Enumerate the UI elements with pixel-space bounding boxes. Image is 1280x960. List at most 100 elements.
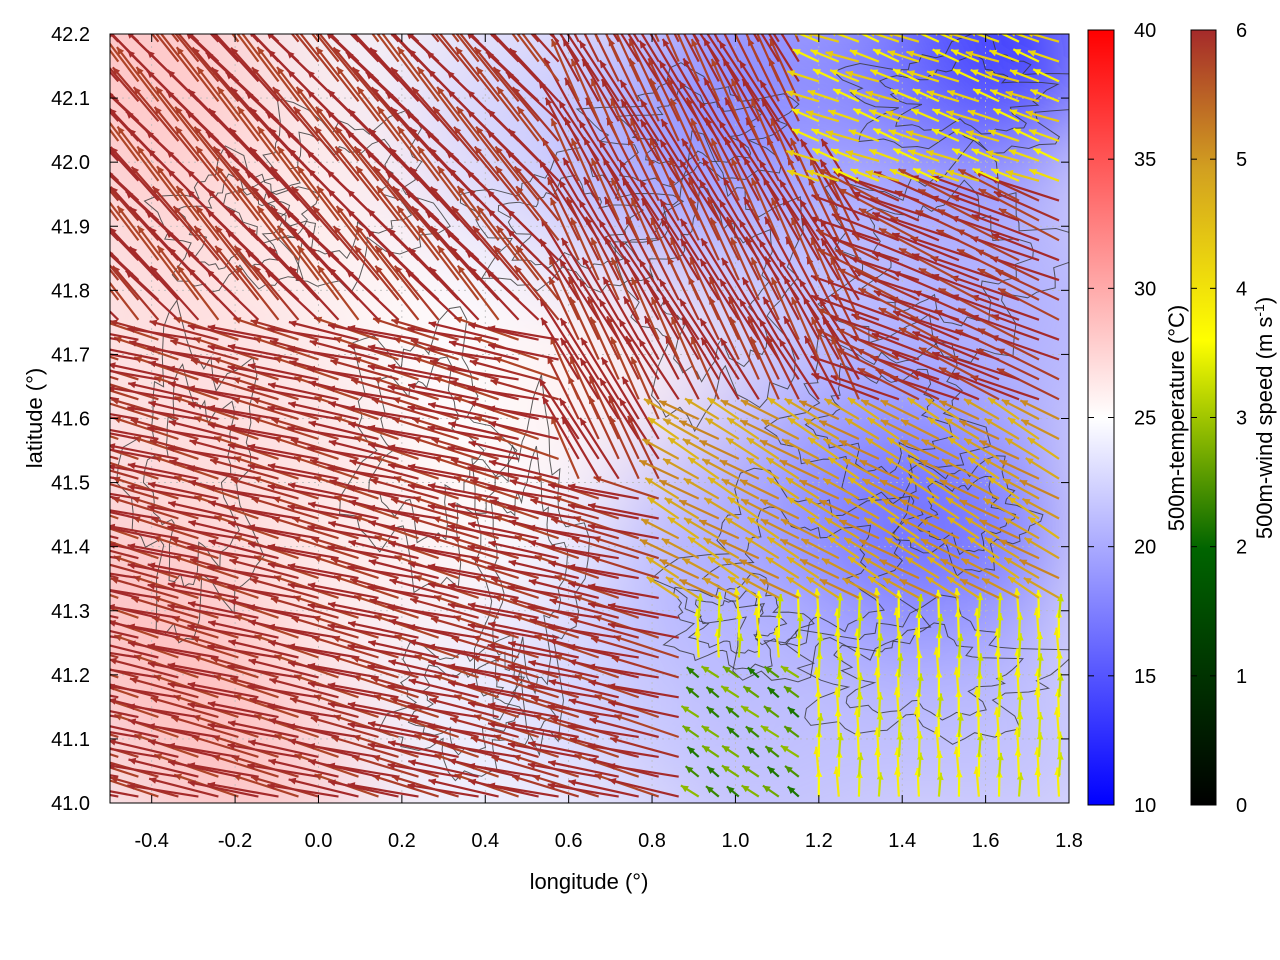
wind-arrow-head <box>873 587 881 596</box>
wind-arrow-shaft <box>409 597 479 619</box>
wind-arrow-head <box>864 518 873 525</box>
wind-arrow <box>447 663 519 679</box>
wind-arrow-shaft <box>447 664 519 679</box>
wind-arrow-shaft <box>429 698 499 719</box>
wind-arrow-head <box>569 737 578 744</box>
wind-arrow-shaft <box>570 617 639 639</box>
wind-arrow-head <box>228 720 236 727</box>
wind-arrow-head <box>940 559 949 566</box>
wind-arrow-shaft <box>567 645 639 659</box>
wind-arrow-shaft <box>167 525 239 540</box>
wind-arrow <box>127 640 199 659</box>
wind-arrow-shaft <box>110 699 159 719</box>
wind-arrow <box>548 560 619 580</box>
wind-arrow-shaft <box>387 605 459 619</box>
wind-arrow <box>110 527 139 540</box>
wind-arrow-head <box>976 733 984 741</box>
wind-arrow-shaft <box>327 602 399 619</box>
wind-arrow-head <box>588 502 596 510</box>
wind-arrow <box>680 705 700 719</box>
wind-arrow-shaft <box>148 777 219 798</box>
wind-arrow-head <box>587 583 596 591</box>
wind-arrow-head <box>447 523 456 531</box>
wind-arrow <box>110 779 159 798</box>
wind-arrow-head <box>387 762 396 770</box>
wind-arrow <box>207 781 279 798</box>
wind-arrow-shaft <box>607 684 679 699</box>
wind-arrow-shaft <box>171 716 239 739</box>
wind-arrow <box>388 659 459 679</box>
wind-arrow-shaft <box>487 622 559 639</box>
wind-arrow-shaft <box>268 640 339 659</box>
wind-arrow-shaft <box>452 556 519 580</box>
wind-arrow-shaft <box>548 561 619 580</box>
wind-arrow <box>110 523 179 540</box>
wind-arrow-head <box>487 564 496 571</box>
wind-arrow-head <box>47 702 55 709</box>
wind-arrow <box>724 516 760 540</box>
wind-arrow <box>1013 588 1021 618</box>
wind-arrow-head <box>328 520 337 528</box>
wind-arrow-shaft <box>267 704 339 719</box>
wind-arrow <box>447 523 519 540</box>
wind-arrow <box>843 536 880 560</box>
wind-arrow-shaft <box>307 603 379 619</box>
wind-arrow <box>873 587 881 618</box>
wind-arrow <box>467 622 539 639</box>
wind-arrow-shaft <box>609 737 679 758</box>
wind-arrow-head <box>167 662 176 670</box>
wind-arrow-shaft <box>152 535 219 560</box>
wind-arrow-shaft <box>507 641 579 659</box>
wind-arrow-head <box>431 616 439 624</box>
wind-arrow-head <box>228 520 236 528</box>
wind-arrow-shaft <box>287 583 359 599</box>
wind-arrow <box>716 613 724 638</box>
wind-arrow-head <box>287 503 296 511</box>
wind-arrow-head <box>427 563 436 571</box>
wind-arrow-shaft <box>247 605 319 619</box>
wind-arrow-shaft <box>368 640 439 659</box>
wind-arrow <box>308 758 379 778</box>
wind-arrow-shaft <box>467 764 539 778</box>
wind-arrow-head <box>54 575 62 582</box>
wind-arrow-head <box>548 560 557 568</box>
wind-arrow-shaft <box>548 679 619 699</box>
wind-arrow <box>247 739 319 758</box>
wind-arrow-shaft <box>110 668 139 679</box>
wind-arrow <box>129 677 199 699</box>
wind-arrow <box>661 537 700 560</box>
wind-arrow-shaft <box>547 760 619 778</box>
wind-arrow <box>227 663 299 679</box>
wind-arrow-head <box>859 539 868 547</box>
wind-arrow <box>766 536 800 560</box>
wind-arrow-head <box>896 732 904 740</box>
wind-arrow-head <box>927 557 936 564</box>
wind-arrow-shaft <box>367 585 439 599</box>
wind-arrow-head <box>547 782 556 790</box>
wind-arrow-head <box>110 776 119 783</box>
wind-arrow-head <box>90 88 97 96</box>
wind-arrow-shaft <box>858 538 900 560</box>
wind-arrow <box>959 499 1000 520</box>
wind-arrow <box>570 617 639 639</box>
wind-arrow <box>920 518 960 540</box>
wind-arrow <box>127 783 199 798</box>
wind-arrow-head <box>269 677 278 685</box>
wind-arrow-head <box>816 633 824 641</box>
terrain-contour <box>339 306 518 594</box>
wind-arrow <box>722 665 740 679</box>
wind-arrow-head <box>388 740 396 747</box>
terrain-contour <box>142 363 240 588</box>
wind-arrow-head <box>408 561 416 568</box>
wind-arrow <box>818 499 860 520</box>
wind-arrow-head <box>227 742 236 750</box>
wind-arrow-head <box>896 653 904 661</box>
wind-arrow-shaft <box>110 593 119 599</box>
wind-arrow <box>147 582 219 599</box>
wind-arrow-shaft <box>511 775 580 798</box>
wind-arrow-head <box>93 397 101 404</box>
wind-arrow-head <box>68 324 76 331</box>
wind-arrow-shaft <box>312 615 379 639</box>
wind-arrow-head <box>816 713 824 721</box>
wind-arrow-shaft <box>512 754 580 778</box>
